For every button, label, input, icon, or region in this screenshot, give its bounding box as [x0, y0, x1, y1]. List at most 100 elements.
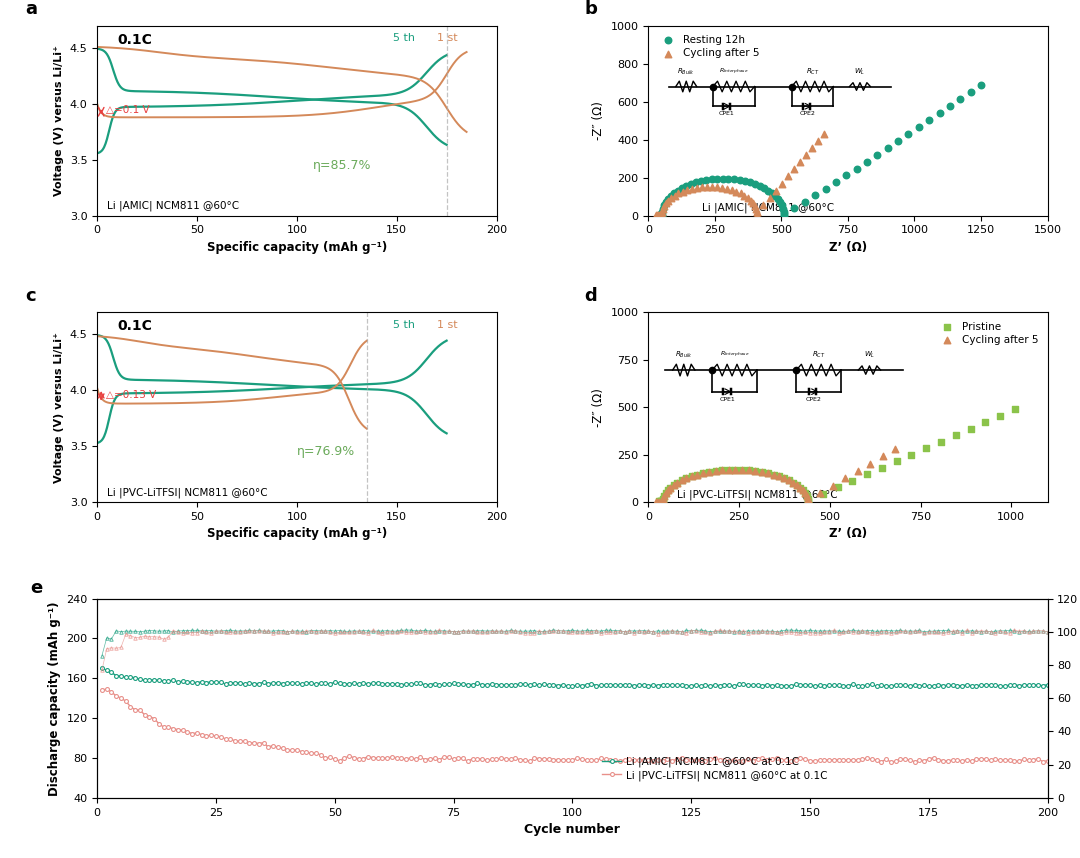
Pristine	[683, 469, 700, 483]
Line: Li |AMIC| NCM811 @60°C at 0.1C: Li |AMIC| NCM811 @60°C at 0.1C	[100, 667, 1050, 688]
Cycling after 5	[653, 208, 671, 222]
Li |AMIC| NCM811 @60°C at 0.1C	[998, 681, 1011, 692]
Cycling after 5	[666, 189, 684, 202]
Legend: Resting 12h, Cycling after 5: Resting 12h, Cycling after 5	[653, 31, 764, 63]
X-axis label: Z’ (Ω): Z’ (Ω)	[828, 241, 867, 254]
Resting 12h	[651, 208, 669, 221]
Cycling after 5	[688, 181, 705, 195]
Pristine	[976, 415, 994, 429]
Pristine	[770, 469, 787, 483]
Cycling after 5	[746, 199, 764, 213]
Cycling after 5	[656, 489, 673, 503]
Cycling after 5	[652, 495, 670, 509]
Cycling after 5	[701, 465, 718, 479]
Cycling after 5	[714, 463, 731, 477]
Resting 12h	[775, 205, 793, 219]
Cycling after 5	[740, 463, 757, 477]
Pristine	[650, 494, 667, 508]
Resting 12h	[652, 208, 670, 221]
Cycling after 5	[648, 208, 665, 222]
Li |PVC-LiTFSI| NCM811 @60°C at 0.1C	[95, 685, 108, 695]
Cycling after 5	[804, 142, 821, 155]
Pristine	[727, 463, 744, 477]
Cycling after 5	[718, 182, 735, 196]
Resting 12h	[910, 120, 928, 134]
Text: η=76.9%: η=76.9%	[297, 445, 355, 458]
Cycling after 5	[770, 469, 787, 483]
Cycling after 5	[781, 474, 798, 487]
Resting 12h	[774, 202, 792, 215]
Pristine	[753, 465, 770, 479]
Pristine	[843, 474, 861, 487]
Cycling after 5	[849, 464, 866, 478]
Resting 12h	[662, 190, 679, 203]
Resting 12h	[677, 179, 694, 193]
Cycling after 5	[650, 208, 667, 222]
Cycling after 5	[799, 492, 816, 506]
Cycling after 5	[669, 475, 686, 489]
Legend: Li |AMIC| NCM811 @60°C at 0.1C, Li |PVC-LiTFSI| NCM811 @60°C at 0.1C: Li |AMIC| NCM811 @60°C at 0.1C, Li |PVC-…	[598, 752, 832, 785]
Cycling after 5	[708, 180, 726, 194]
Pristine	[720, 463, 738, 477]
Pristine	[765, 468, 782, 481]
Li |PVC-LiTFSI| NCM811 @60°C at 0.1C	[100, 685, 113, 695]
Resting 12h	[773, 198, 791, 212]
Text: Li |PVC-LiTFSI| NCM811 @60°C: Li |PVC-LiTFSI| NCM811 @60°C	[677, 489, 838, 500]
Cycling after 5	[657, 486, 674, 500]
Pristine	[707, 464, 725, 478]
Pristine	[673, 474, 690, 487]
Cycling after 5	[748, 205, 766, 219]
Resting 12h	[742, 176, 759, 190]
Pristine	[799, 492, 816, 506]
Pristine	[740, 463, 757, 477]
Resting 12h	[687, 176, 704, 190]
Resting 12h	[900, 127, 917, 141]
Pristine	[797, 486, 814, 500]
Cycling after 5	[799, 493, 816, 507]
Cycling after 5	[748, 208, 766, 222]
Cycling after 5	[652, 208, 670, 222]
Cycling after 5	[765, 468, 782, 481]
Cycling after 5	[658, 196, 675, 210]
Cycling after 5	[824, 479, 841, 492]
Text: 1 st: 1 st	[436, 320, 457, 329]
Pristine	[652, 494, 670, 508]
Cycling after 5	[699, 180, 716, 194]
Cycling after 5	[673, 474, 690, 487]
Cycling after 5	[809, 134, 826, 148]
Resting 12h	[665, 186, 683, 200]
Text: η=85.7%: η=85.7%	[313, 159, 372, 172]
Resting 12h	[650, 208, 667, 221]
Cycling after 5	[792, 155, 809, 169]
Cycling after 5	[724, 183, 741, 196]
Cycling after 5	[665, 478, 683, 492]
Cycling after 5	[660, 194, 677, 208]
Resting 12h	[681, 178, 699, 191]
Resting 12h	[654, 202, 672, 215]
Text: e: e	[30, 578, 43, 596]
Resting 12h	[859, 154, 876, 168]
Pristine	[799, 495, 816, 509]
Cycling after 5	[788, 478, 806, 492]
Resting 12h	[868, 148, 886, 161]
Cycling after 5	[862, 456, 879, 470]
Resting 12h	[651, 208, 669, 221]
Pristine	[651, 494, 669, 508]
Text: Li |AMIC| NCM811 @60°C: Li |AMIC| NCM811 @60°C	[107, 201, 240, 211]
Resting 12h	[796, 195, 813, 208]
Cycling after 5	[732, 187, 750, 201]
Cycling after 5	[779, 170, 796, 184]
Cycling after 5	[707, 464, 725, 478]
Cycling after 5	[746, 464, 764, 478]
Cycling after 5	[653, 208, 671, 222]
Li |PVC-LiTFSI| NCM811 @60°C at 0.1C	[1041, 756, 1054, 766]
Y-axis label: -Z″ (Ω): -Z″ (Ω)	[592, 388, 605, 426]
Pristine	[657, 486, 674, 500]
Text: 5 th: 5 th	[393, 320, 415, 329]
Li |AMIC| NCM811 @60°C at 0.1C	[694, 681, 707, 692]
Resting 12h	[879, 141, 896, 154]
Cycling after 5	[674, 184, 691, 198]
Text: Li |AMIC| NCM811 @60°C: Li |AMIC| NCM811 @60°C	[702, 202, 834, 214]
Text: 5 th: 5 th	[393, 33, 415, 44]
Text: △=0.13 V: △=0.13 V	[106, 390, 157, 400]
